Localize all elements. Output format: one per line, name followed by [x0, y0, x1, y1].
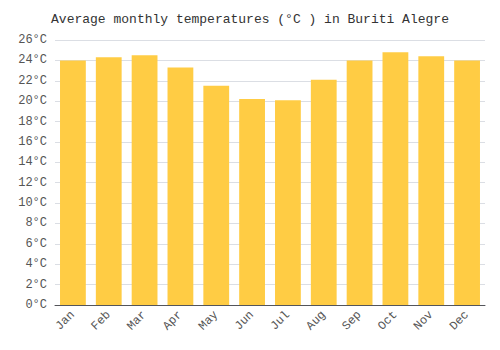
svg-text:14°C: 14°C [18, 155, 47, 169]
svg-text:Aug: Aug [304, 308, 329, 333]
svg-text:6°C: 6°C [25, 237, 47, 251]
svg-text:0°C: 0°C [25, 298, 47, 312]
svg-text:18°C: 18°C [18, 115, 47, 129]
svg-text:10°C: 10°C [18, 196, 47, 210]
svg-text:24°C: 24°C [18, 53, 47, 67]
svg-text:26°C: 26°C [18, 33, 47, 47]
svg-text:May: May [196, 308, 221, 333]
svg-text:Mar: Mar [124, 308, 149, 333]
svg-text:16°C: 16°C [18, 135, 47, 149]
svg-text:Feb: Feb [89, 308, 114, 333]
svg-text:Jan: Jan [53, 308, 78, 333]
svg-text:Nov: Nov [411, 308, 436, 333]
svg-text:Dec: Dec [447, 308, 472, 333]
svg-text:Jun: Jun [232, 308, 257, 333]
svg-text:12°C: 12°C [18, 176, 47, 190]
svg-text:Apr: Apr [160, 308, 185, 333]
svg-text:Oct: Oct [375, 308, 400, 333]
svg-text:20°C: 20°C [18, 94, 47, 108]
svg-text:Jul: Jul [268, 308, 293, 333]
svg-text:2°C: 2°C [25, 278, 47, 292]
svg-text:22°C: 22°C [18, 74, 47, 88]
svg-text:Sep: Sep [339, 308, 364, 333]
svg-text:Average monthly temperatures (: Average monthly temperatures (°C ) in Bu… [51, 12, 449, 27]
svg-text:4°C: 4°C [25, 257, 47, 271]
svg-text:8°C: 8°C [25, 216, 47, 230]
